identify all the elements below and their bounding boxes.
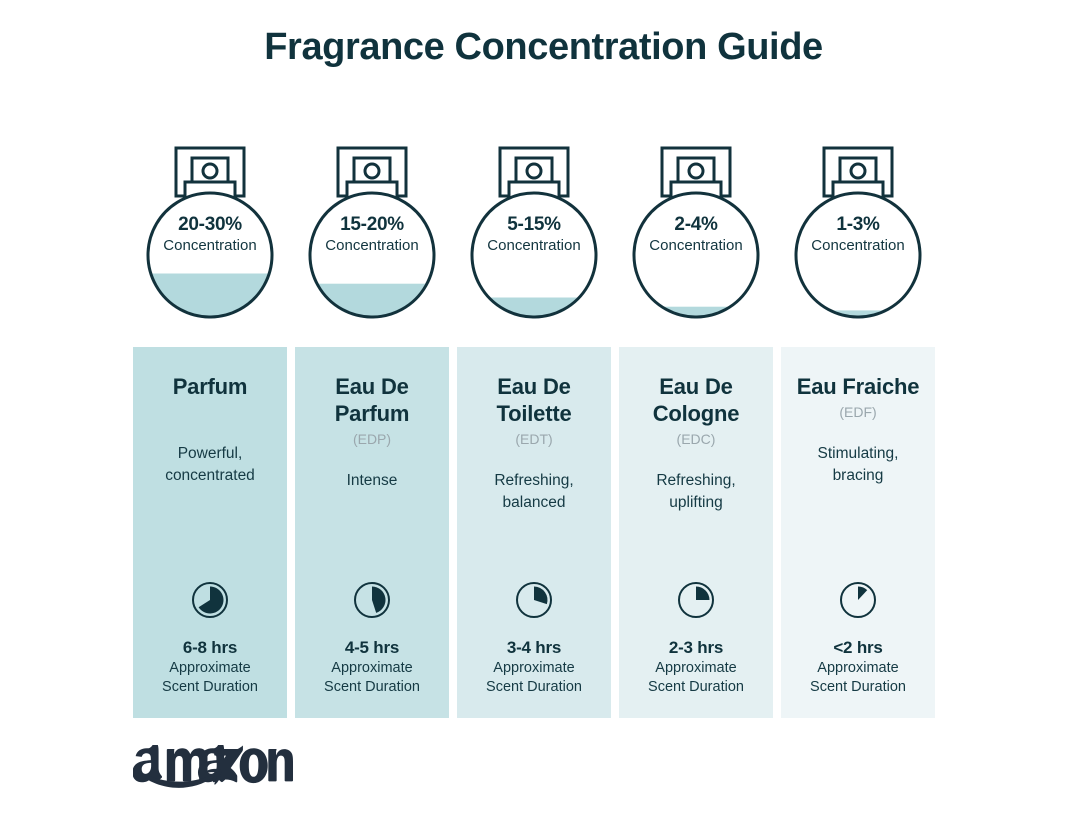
duration-block: 4-5 hrs Approximate Scent Duration bbox=[295, 637, 449, 697]
duration-value: 3-4 hrs bbox=[506, 638, 562, 657]
duration-value: 4-5 hrs bbox=[344, 638, 400, 657]
fragrance-card[interactable]: Eau De Parfum (EDP) Intense 4-5 hrs Appr… bbox=[295, 347, 449, 718]
clock-icon bbox=[192, 582, 228, 618]
duration-icon-wrap bbox=[295, 581, 449, 619]
duration-label-line2: Scent Duration bbox=[648, 679, 744, 695]
fragrance-card[interactable]: Parfum Powerful, concentrated 6-8 hrs App… bbox=[133, 347, 287, 718]
fragrance-name: Parfum bbox=[172, 374, 248, 399]
duration-icon-wrap bbox=[457, 581, 611, 619]
fragrance-abbreviation: (EDT) bbox=[515, 431, 553, 447]
fragrance-description: Intense bbox=[346, 472, 398, 489]
bottle-cell: 2-4% Concentration bbox=[619, 138, 773, 338]
fragrance-abbreviation: (EDP) bbox=[352, 431, 392, 447]
clock-icon bbox=[840, 582, 876, 618]
duration-icon-wrap bbox=[781, 581, 935, 619]
fragrance-card[interactable]: Eau De Cologne (EDC) Refreshing, upliftin… bbox=[619, 347, 773, 718]
bottle-cell: 5-15% Concentration bbox=[457, 138, 611, 338]
amazon-logo bbox=[132, 739, 303, 805]
fragrance-name: Eau Fraiche bbox=[796, 374, 920, 399]
fragrance-name: Eau De Cologne bbox=[652, 374, 740, 426]
duration-value: 2-3 hrs bbox=[668, 638, 724, 657]
duration-label-line1: Approximate bbox=[493, 660, 575, 676]
page-title: Fragrance Concentration Guide bbox=[264, 26, 823, 68]
duration-block: 6-8 hrs Approximate Scent Duration bbox=[133, 637, 287, 697]
duration-label-line2: Scent Duration bbox=[324, 679, 420, 695]
duration-label-line1: Approximate bbox=[655, 660, 737, 676]
duration-icon-wrap bbox=[619, 581, 773, 619]
duration-label-line1: Approximate bbox=[331, 660, 413, 676]
duration-label-line1: Approximate bbox=[817, 660, 899, 676]
clock-icon bbox=[516, 582, 552, 618]
duration-value: 6-8 hrs bbox=[182, 638, 238, 657]
duration-block: <2 hrs Approximate Scent Duration bbox=[781, 637, 935, 697]
clock-icon bbox=[678, 582, 714, 618]
fragrance-abbreviation: (EDF) bbox=[839, 404, 877, 420]
duration-label-line1: Approximate bbox=[169, 660, 251, 676]
fragrance-card[interactable]: Eau De Toilette (EDT) Refreshing, balance… bbox=[457, 347, 611, 718]
duration-icon-wrap bbox=[133, 581, 287, 619]
bottle-illustration bbox=[308, 146, 436, 319]
fragrance-card-row: Parfum Powerful, concentrated 6-8 hrs App… bbox=[133, 347, 937, 718]
fragrance-card[interactable]: Eau Fraiche (EDF) Stimulating, bracing <2… bbox=[781, 347, 935, 718]
bottle-illustration bbox=[632, 146, 760, 319]
bottle-illustration bbox=[794, 146, 922, 319]
duration-label-line2: Scent Duration bbox=[810, 679, 906, 695]
bottle-illustration bbox=[470, 146, 598, 319]
fragrance-description: Powerful, concentrated bbox=[165, 445, 255, 484]
bottle-cell: 20-30% Concentration bbox=[133, 138, 287, 338]
bottle-row: 20-30% Concentration 15-20% Concentratio bbox=[133, 138, 937, 338]
duration-label-line2: Scent Duration bbox=[162, 679, 258, 695]
duration-value: <2 hrs bbox=[833, 638, 883, 657]
fragrance-description: Refreshing, uplifting bbox=[656, 472, 736, 511]
duration-label-line2: Scent Duration bbox=[486, 679, 582, 695]
duration-block: 3-4 hrs Approximate Scent Duration bbox=[457, 637, 611, 697]
duration-block: 2-3 hrs Approximate Scent Duration bbox=[619, 637, 773, 697]
fragrance-abbreviation: (EDC) bbox=[676, 431, 716, 447]
fragrance-description: Stimulating, bracing bbox=[817, 445, 899, 484]
bottle-illustration bbox=[146, 146, 274, 319]
fragrance-name: Eau De Toilette bbox=[496, 374, 572, 426]
bottle-cell: 15-20% Concentration bbox=[295, 138, 449, 338]
fragrance-name: Eau De Parfum bbox=[334, 374, 410, 426]
bottle-cell: 1-3% Concentration bbox=[781, 138, 935, 338]
clock-icon bbox=[354, 582, 390, 618]
fragrance-description: Refreshing, balanced bbox=[494, 472, 574, 511]
